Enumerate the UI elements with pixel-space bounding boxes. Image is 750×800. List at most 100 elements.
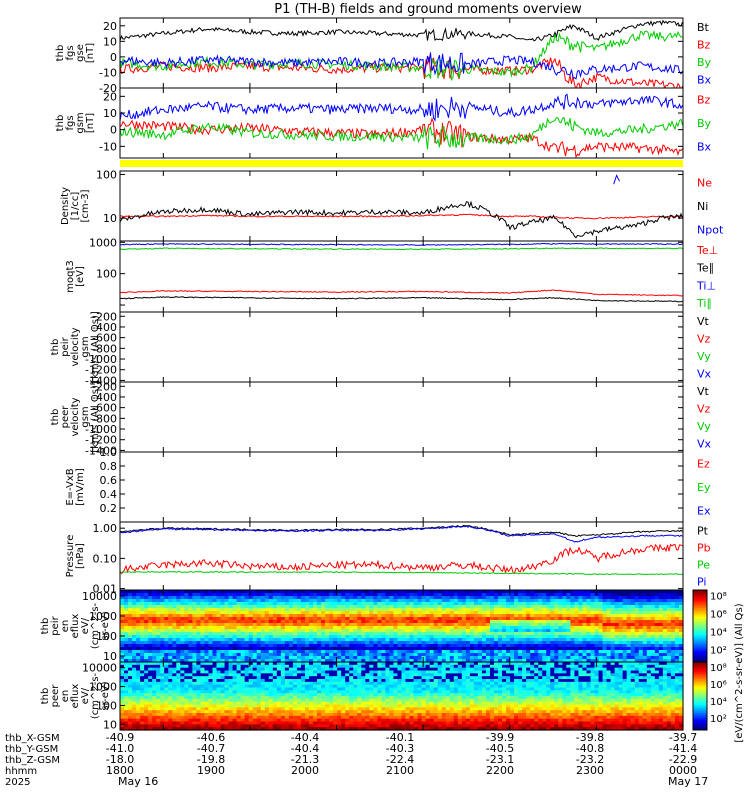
colorbar-cell-peir_en_eflux-30 [693, 644, 707, 647]
colorbar-cell-peer_en_eflux-9 [693, 677, 707, 680]
colorbar-cell-peir_en_eflux-10 [693, 608, 707, 611]
xaxis-row-label-3: hhmm [5, 766, 37, 777]
xaxis-value-1-6: -41.4 [669, 742, 697, 755]
ytick-label-efield-1: 0.2 [100, 502, 118, 515]
panel-frame-temperature [119, 240, 684, 313]
colorbar-cell-peer_en_eflux-3 [693, 667, 707, 670]
ylabel-peer_en_eflux-5: (cm^2-s- [90, 672, 101, 719]
colorbar-cell-peer_en_eflux-19 [693, 694, 707, 697]
colorbar-cell-peer_en_eflux-34 [693, 719, 707, 722]
ytick-label-peir_velocity-2: -600 [92, 332, 117, 345]
colorbar-cell-peir_en_eflux-22 [693, 629, 707, 632]
legend-fgs_gse-Bz: Bz [697, 38, 711, 51]
colorbar-tick-peer_en_eflux-0: 10² [710, 714, 727, 725]
xaxis-row-label-1: thb_Y-GSM [5, 744, 58, 755]
ytick-label-peir_velocity-6: -1400 [85, 374, 117, 387]
ylabel-peer_en_eflux-4: eV/ [80, 687, 91, 704]
legend-fgs_gse-By: By [697, 56, 712, 69]
ytick-label-peer_en_eflux-3: 10000 [82, 662, 117, 675]
ylabel-peir_velocity-2: velocity [70, 327, 81, 366]
colorbar-cell-peer_en_eflux-38 [693, 726, 707, 729]
legend-density-Npot: Npot [697, 223, 724, 236]
colorbar-cell-peir_en_eflux-18 [693, 622, 707, 625]
legend-fgs_gse-Bx: Bx [697, 73, 712, 86]
ylabel-temperature-0: moqt3 [65, 260, 76, 293]
ylabel-peer_en_eflux-3: eflux [70, 684, 81, 709]
series-density-Ni [120, 200, 683, 239]
panel-frame-peir_velocity [119, 311, 684, 383]
colorbar-cell-peir_en_eflux-39 [693, 660, 707, 663]
ylabel-peer_velocity-2: velocity [70, 397, 81, 436]
colorbar-cell-peir_en_eflux-32 [693, 647, 707, 650]
xaxis-value-0-0: -40.9 [106, 731, 134, 744]
series-temperature-Te∥ [120, 296, 683, 303]
colorbar-cell-peir_en_eflux-16 [693, 618, 707, 622]
ylabel-efield-1: [mV/m] [75, 468, 86, 506]
series-pressure-Pi [120, 525, 683, 543]
ytick-label-peir_en_eflux-2: 1000 [89, 610, 117, 623]
ytick-label-efield-5: 1.0 [100, 446, 118, 459]
ytick-label-peer_velocity-4: -1000 [85, 423, 117, 436]
ylabel-fgs_gsm-2: gsm [75, 112, 86, 133]
ytick-label-efield-4: 0.8 [100, 460, 118, 473]
colorbar-cell-peer_en_eflux-24 [693, 702, 707, 705]
ytick-label-fgs_gse-2: 0 [110, 51, 117, 64]
ylabel-peir_en_eflux-6: sr-eV) [100, 611, 111, 640]
xaxis-row-label-0: thb_X-GSM [5, 733, 60, 744]
colorbar-cell-peir_en_eflux-27 [693, 638, 707, 641]
ytick-label-peir_velocity-5: -1200 [85, 364, 117, 377]
ytick-label-fgs_gsm-0: -10 [99, 140, 117, 153]
ytick-label-temperature-2: 1000 [89, 236, 117, 249]
series-fgs_gsm-Bz [120, 117, 683, 158]
colorbar-cell-peir_en_eflux-19 [693, 624, 707, 627]
ylabel-peir_en_eflux-5: (cm^2-s- [90, 602, 101, 649]
ylabel-density-0: Density [60, 187, 71, 225]
legend-density-Ni: Ni [697, 200, 708, 213]
colorbar-cell-peer_en_eflux-7 [693, 673, 707, 677]
ytick-label-peir_velocity-1: -400 [92, 321, 117, 334]
xaxis-value-2-4: -23.1 [486, 753, 514, 766]
colorbar-cell-peer_en_eflux-21 [693, 697, 707, 700]
ylabel-fgs_gse-0: thb [55, 45, 66, 62]
xaxis-value-3-2: 2000 [291, 764, 319, 777]
colorbar-tick-peer_en_eflux-2: 10⁶ [710, 680, 727, 691]
colorbar-cell-peir_en_eflux-3 [693, 595, 707, 598]
xaxis-value-0-3: -40.1 [386, 731, 414, 744]
colorbar-cell-peer_en_eflux-37 [693, 724, 707, 728]
ytick-label-density-1: 100 [96, 168, 117, 181]
xaxis-row-label-4: 2025 [5, 777, 30, 788]
xaxis-value-3-0: 1800 [106, 764, 134, 777]
ylabel-peer_en_eflux-1: peer [50, 684, 61, 708]
colorbar-cell-peer_en_eflux-15 [693, 687, 707, 690]
xaxis-row-label-2: thb_Z-GSM [5, 755, 60, 766]
xaxis-value-0-5: -39.8 [576, 731, 604, 744]
ytick-label-peer_en_eflux-2: 1000 [89, 681, 117, 694]
ytick-label-fgs_gse-0: -20 [99, 82, 117, 95]
colorbar-cell-peer_en_eflux-8 [693, 675, 707, 678]
colorbar-cell-peir_en_eflux-0 [693, 590, 707, 593]
xaxis-value-0-2: -40.4 [291, 731, 319, 744]
colorbar-cell-peir_en_eflux-31 [693, 645, 707, 649]
ylabel-peir_velocity-1: peir [60, 336, 71, 356]
ylabel-peer_en_eflux-6: sr-eV) [100, 681, 111, 710]
colorbar-cell-peir_en_eflux-1 [693, 591, 707, 595]
panel-frame-peer_en_eflux [119, 661, 684, 731]
ytick-label-peer_en_eflux-1: 100 [96, 699, 117, 712]
ylabel-peir_en_eflux-3: eflux [70, 614, 81, 639]
series-fgs_gse-Bz [120, 56, 683, 88]
colorbar-cell-peer_en_eflux-11 [693, 680, 707, 683]
xaxis-value-3-3: 2100 [386, 764, 414, 777]
ytick-label-peir_velocity-3: -800 [92, 342, 117, 355]
ylabel-temperature-1: [eV] [75, 266, 86, 287]
ytick-label-peer_velocity-3: -800 [92, 412, 117, 425]
ylabel-peer_velocity-0: thb [50, 409, 61, 426]
ylabel-peer_en_eflux-0: thb [40, 688, 51, 705]
colorbar-cell-peer_en_eflux-14 [693, 685, 707, 688]
series-temperature-Ti⊥ [120, 242, 683, 246]
colorbar-cell-peir_en_eflux-6 [693, 600, 707, 604]
ytick-label-fgs_gse-4: 20 [103, 20, 117, 33]
series-density-Ne [120, 213, 683, 220]
ytick-label-peir_velocity-0: -200 [92, 310, 117, 323]
